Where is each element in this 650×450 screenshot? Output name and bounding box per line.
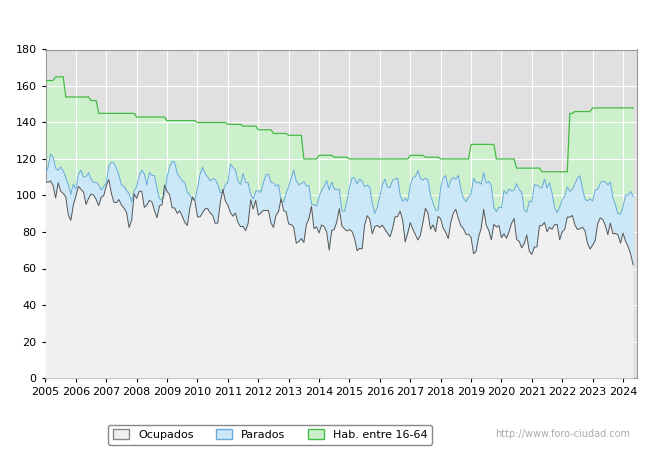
Text: http://www.foro-ciudad.com: http://www.foro-ciudad.com	[495, 429, 630, 439]
Text: Marchagaz - Evolucion de la poblacion en edad de Trabajar Mayo de 2024: Marchagaz - Evolucion de la poblacion en…	[67, 14, 583, 27]
Legend: Ocupados, Parados, Hab. entre 16-64: Ocupados, Parados, Hab. entre 16-64	[108, 425, 432, 445]
